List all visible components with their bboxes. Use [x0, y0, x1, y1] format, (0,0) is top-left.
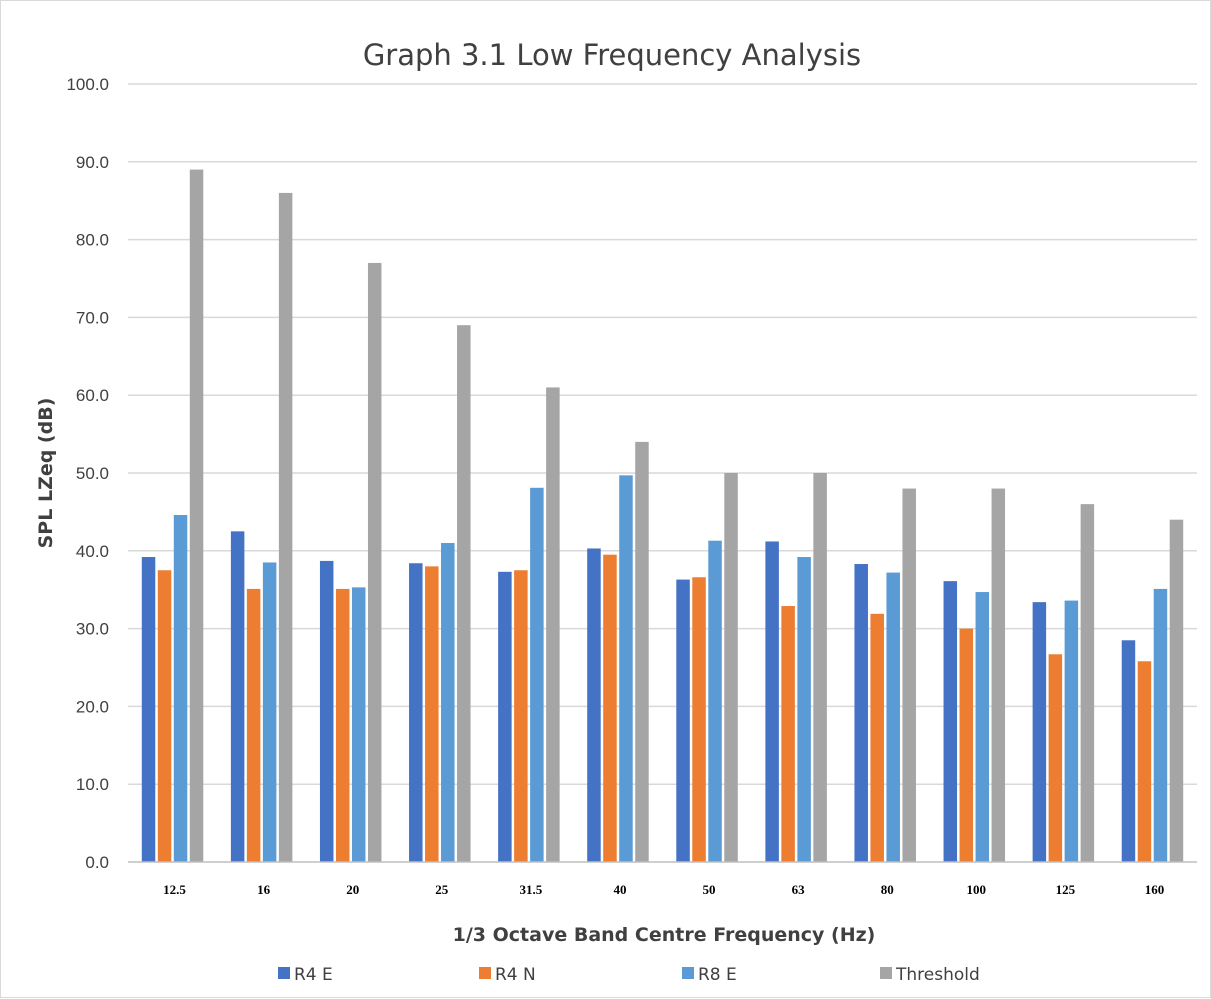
bar-r4-n-125	[1048, 654, 1063, 862]
legend-swatch	[479, 967, 491, 979]
bar-threshold-16	[278, 192, 293, 863]
chart-title: Graph 3.1 Low Frequency Analysis	[363, 38, 861, 72]
bar-r8-e-50	[708, 540, 722, 862]
bar-r4-n-31_5	[514, 570, 528, 862]
legend-swatch	[278, 967, 290, 979]
legend-item-threshold: Threshold	[880, 965, 980, 985]
bar-r4-n-16	[246, 588, 261, 862]
bar-r4-n-25	[425, 566, 439, 862]
bar-r4-e-12_5	[141, 557, 156, 862]
bar-threshold-25	[457, 325, 471, 862]
y-tick-label: 80.0	[76, 231, 109, 250]
bar-r8-e-160	[1153, 588, 1168, 862]
y-axis-ticks: 0.0 10.0 20.0 30.0 40.0 50.0 60.0 70.0 80.0 90.0 1…	[66, 75, 109, 872]
legend-item-r4-e: R4 E	[278, 965, 333, 985]
y-tick-label: 30.0	[76, 620, 109, 639]
bar-r8-e-100	[975, 592, 990, 862]
bar-r4-e-25	[409, 563, 423, 862]
bar-r4-n-12_5	[157, 570, 172, 862]
bar-r8-e-31_5	[530, 487, 544, 862]
x-axis-ticks: 12.5 16 20 25 31.5 40 50 63 80 100 125 160	[163, 882, 1164, 897]
legend-label: R8 E	[698, 965, 737, 985]
bar-r8-e-63	[797, 557, 811, 862]
x-tick-label: 31.5	[520, 882, 543, 897]
legend-label: R4 E	[294, 965, 333, 985]
bar-r4-n-20	[335, 588, 350, 862]
x-tick-label: 80	[881, 882, 894, 897]
x-tick-label: 63	[792, 882, 806, 897]
x-tick-label: 20	[346, 882, 359, 897]
bar-threshold-160	[1169, 519, 1184, 862]
y-tick-label: 10.0	[76, 775, 109, 794]
bar-r4-e-160	[1121, 640, 1136, 862]
legend-label: Threshold	[895, 965, 980, 985]
bar-r8-e-20	[351, 587, 366, 862]
bar-r4-e-125	[1032, 602, 1047, 862]
bar-r8-e-80	[886, 572, 900, 862]
bar-r4-e-100	[943, 581, 958, 862]
bar-threshold-80	[902, 488, 916, 862]
x-tick-label: 125	[1056, 882, 1076, 897]
y-tick-label: 20.0	[76, 697, 109, 716]
y-tick-label: 50.0	[76, 464, 109, 483]
bar-r4-e-40	[587, 548, 601, 862]
legend-item-r8-e: R8 E	[682, 965, 737, 985]
y-tick-label: 70.0	[76, 308, 109, 327]
gridlines	[128, 83, 1197, 785]
legend-label: R4 N	[495, 965, 536, 985]
bar-r8-e-12_5	[173, 515, 188, 862]
bar-threshold-50	[724, 473, 738, 862]
x-tick-label: 50	[703, 882, 716, 897]
x-tick-label: 160	[1145, 882, 1165, 897]
bar-threshold-40	[635, 441, 649, 862]
x-tick-label: 100	[967, 882, 987, 897]
y-tick-label: 60.0	[76, 386, 109, 405]
bars	[141, 169, 1184, 863]
y-tick-label: 0.0	[85, 853, 109, 872]
bar-threshold-63	[813, 473, 827, 862]
y-tick-label: 40.0	[76, 542, 109, 561]
bar-r4-e-31_5	[498, 571, 512, 862]
x-axis-label: 1/3 Octave Band Centre Frequency (Hz)	[453, 924, 876, 946]
legend-item-r4-n: R4 N	[479, 965, 536, 985]
x-tick-label: 40	[613, 882, 626, 897]
bar-r8-e-25	[441, 543, 455, 862]
bar-r4-e-50	[676, 579, 690, 862]
y-tick-label: 90.0	[76, 153, 109, 172]
bar-threshold-31_5	[546, 387, 560, 862]
bar-r4-n-50	[692, 577, 706, 862]
bar-r8-e-40	[619, 475, 633, 862]
y-axis-label: SPL LZeq (dB)	[35, 398, 57, 549]
x-tick-label: 25	[435, 882, 449, 897]
bar-r4-n-160	[1137, 661, 1152, 862]
legend-swatch	[880, 967, 892, 979]
bar-r8-e-125	[1064, 600, 1079, 862]
bar-threshold-125	[1080, 504, 1095, 862]
bar-r4-e-20	[319, 560, 334, 862]
legend-swatch	[682, 967, 694, 979]
bar-r4-e-16	[230, 531, 245, 862]
bar-r4-n-80	[870, 613, 884, 862]
x-tick-label: 12.5	[163, 882, 186, 897]
bar-r4-e-80	[854, 564, 868, 862]
bar-threshold-12_5	[189, 169, 204, 862]
bar-r4-n-100	[959, 628, 974, 862]
bar-threshold-100	[991, 488, 1006, 862]
bar-r4-n-40	[603, 554, 617, 862]
legend: R4 E R4 N R8 E Threshold	[278, 965, 980, 985]
bar-r4-n-63	[781, 606, 795, 862]
x-tick-label: 16	[257, 882, 271, 897]
y-tick-label: 100.0	[66, 75, 109, 94]
bar-r4-e-63	[765, 541, 779, 862]
bar-r8-e-16	[262, 562, 277, 862]
bar-threshold-20	[367, 262, 382, 862]
